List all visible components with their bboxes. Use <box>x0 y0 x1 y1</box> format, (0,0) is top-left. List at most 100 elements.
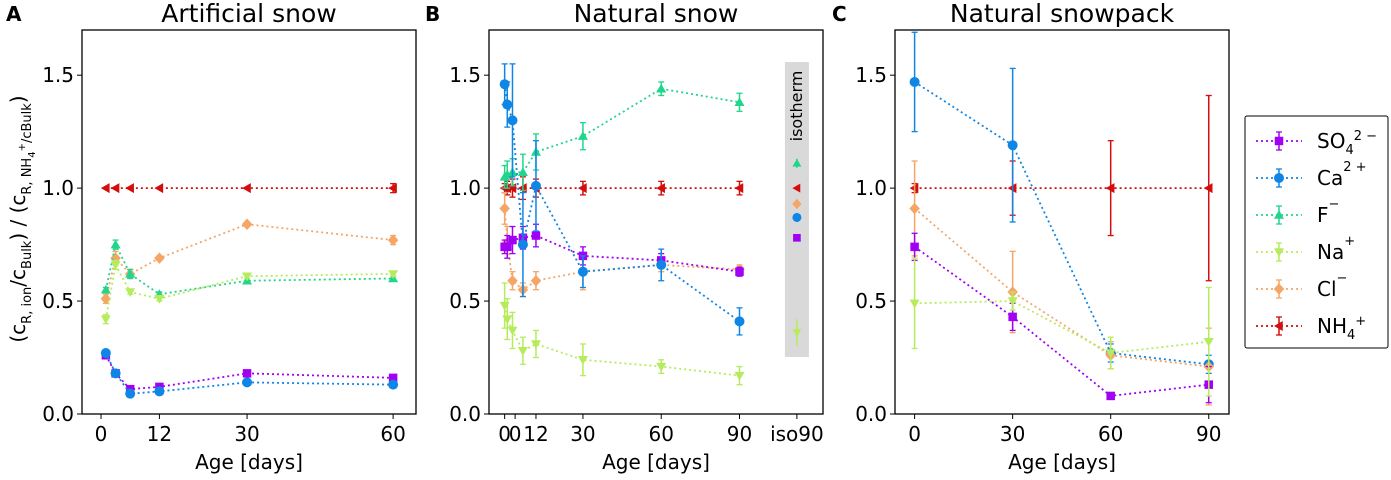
data-point-ca <box>517 239 528 250</box>
legend-swatch-nh4 <box>1256 316 1302 336</box>
x-ticks-b: 00 12 30 60 90 iso90 <box>498 414 824 446</box>
y-tick-label: 0.5 <box>449 289 481 313</box>
isotherm-point-na <box>792 329 802 338</box>
data-point-na <box>909 299 920 309</box>
isotherm-point-cl <box>792 198 802 210</box>
series-line-ca <box>503 84 741 323</box>
data-point-na <box>1203 337 1214 347</box>
data-point-f <box>100 284 111 294</box>
data-point-na <box>110 261 121 270</box>
panel-title-artificial-snow: Artificial snow <box>161 0 336 28</box>
x-tick-label: 60 <box>1098 422 1123 446</box>
data-point-nh4 <box>125 183 134 194</box>
data-point-ca <box>734 316 745 327</box>
series-line-cl <box>914 207 1209 368</box>
y-tick-label: 0.5 <box>42 289 74 313</box>
data-point-f <box>734 97 745 107</box>
data-point-cl <box>387 234 399 246</box>
y-tick-label: 0.0 <box>449 402 481 426</box>
data-point-so4 <box>503 242 512 252</box>
legend-label-cl: Cl− <box>1317 271 1347 301</box>
x-tick-label: 0 <box>498 422 511 446</box>
data-point-na <box>125 288 136 298</box>
data-point-ca <box>507 115 518 126</box>
data-point-nh4 <box>734 183 744 194</box>
legend-marker <box>1274 136 1284 146</box>
data-point-na <box>656 362 667 372</box>
plot-frame-b <box>488 29 824 415</box>
y-tick-label: 1.0 <box>855 176 887 200</box>
data-point-so4 <box>388 373 398 383</box>
x-tick-label: 12 <box>523 422 548 446</box>
x-tick-label: 90 <box>1196 422 1221 446</box>
panel-title-natural-snowpack: Natural snowpack <box>950 0 1175 28</box>
legend-label-f: F− <box>1317 197 1339 227</box>
series-line-ca <box>914 81 1209 366</box>
data-point-ca <box>154 386 165 397</box>
y-tick-label: 0.5 <box>855 289 887 313</box>
data-point-so4 <box>1008 312 1017 322</box>
series-line-so4 <box>105 354 394 391</box>
plot-area-a <box>100 182 399 399</box>
data-point-ca <box>909 76 920 87</box>
panel-natural-snow: B Natural snow Age [days] 0.0 0.5 1.0 1.5 0… <box>425 0 824 474</box>
data-point-ca <box>1007 140 1018 151</box>
legend-label-nh4: NH4+ <box>1317 314 1366 343</box>
data-point-nh4 <box>656 183 665 194</box>
y-ticks-c: 0.0 0.5 1.0 1.5 <box>855 63 895 426</box>
x-tick-label: 30 <box>1000 422 1025 446</box>
data-point-na <box>388 270 399 279</box>
data-point-so4 <box>910 242 919 252</box>
series-line-so4 <box>914 246 1209 397</box>
plot-area-b <box>499 63 802 386</box>
data-point-f <box>517 167 528 177</box>
legend-entry-f: F− <box>1256 197 1339 227</box>
data-point-ca <box>125 388 136 399</box>
data-point-so4 <box>735 267 744 276</box>
legend-label-ca: Ca2 + <box>1317 160 1367 190</box>
legend-swatch-f <box>1256 205 1302 225</box>
y-tick-label: 0.0 <box>855 402 887 426</box>
series-line-na <box>914 300 1209 354</box>
data-point-nh4 <box>242 183 251 194</box>
data-point-f <box>125 268 136 278</box>
data-point-so4 <box>508 235 517 245</box>
data-point-ca <box>530 180 541 191</box>
isotherm-point-ca <box>792 212 802 222</box>
data-point-na <box>100 315 111 325</box>
data-point-f <box>577 131 588 140</box>
y-tick-label: 1.5 <box>449 63 481 87</box>
data-point-na <box>154 295 165 304</box>
x-tick-label: 30 <box>234 422 259 446</box>
legend-label-so4: SO42 − <box>1317 129 1377 158</box>
legend-marker <box>1274 248 1284 257</box>
data-point-so4 <box>242 369 252 378</box>
isotherm-point-f <box>792 158 802 167</box>
data-point-na <box>517 347 528 356</box>
isotherm-label: isotherm <box>787 71 806 142</box>
data-point-ca <box>388 379 399 390</box>
data-point-na <box>734 371 745 381</box>
data-point-na <box>242 272 253 282</box>
legend-marker <box>1274 210 1284 219</box>
isotherm-band <box>784 62 809 357</box>
y-tick-label: 0.0 <box>42 402 74 426</box>
data-point-na <box>577 356 588 365</box>
y-tick-label: 1.0 <box>42 176 74 200</box>
data-point-f <box>502 169 513 179</box>
series-line-so4 <box>504 234 740 273</box>
data-point-cl <box>507 274 518 287</box>
isotherm-point-nh4 <box>792 183 801 193</box>
x-tick-label: 60 <box>380 422 405 446</box>
panel-letter-c: C <box>832 2 847 26</box>
data-point-ca <box>502 99 513 110</box>
data-point-nh4 <box>154 183 164 194</box>
series-line-f <box>104 241 394 296</box>
legend-swatch-na <box>1256 242 1302 262</box>
plot-frame-a <box>81 29 417 415</box>
isotherm-group: isotherm <box>784 62 809 357</box>
y-axis-label: (cR, ion/cBulk) / (cR, NH4+/cBulk) <box>6 95 38 342</box>
x-axis-label-b: Age [days] <box>602 450 710 474</box>
